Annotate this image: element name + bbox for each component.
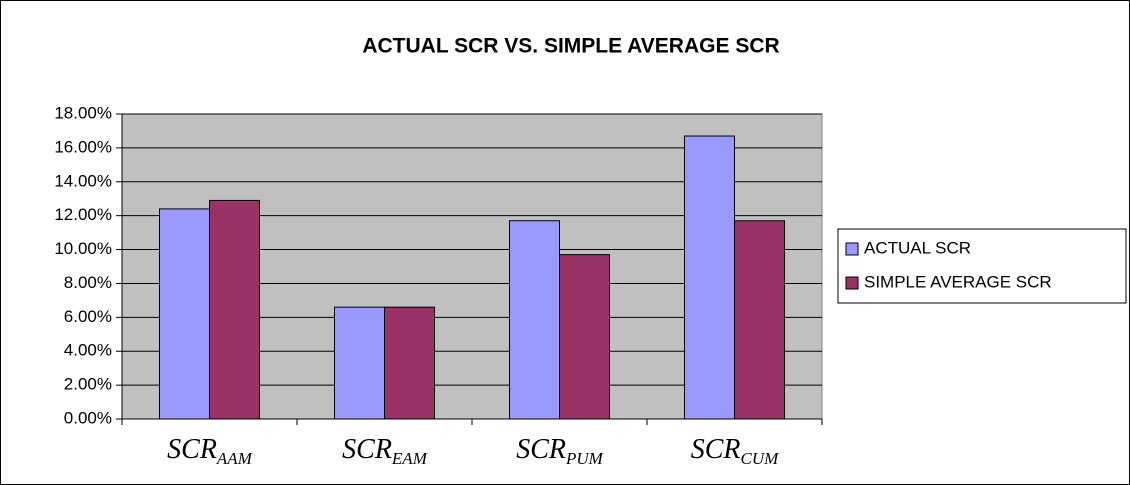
y-tick-label: 16.00% xyxy=(54,137,112,156)
category-text: SCR xyxy=(691,434,741,465)
y-tick-label: 0.00% xyxy=(64,408,112,427)
x-tick-label: SCRAAM xyxy=(167,434,253,467)
legend-label: ACTUAL SCR xyxy=(864,238,971,257)
bar xyxy=(509,220,560,420)
category-subscript: CUM xyxy=(741,449,780,468)
y-tick-label: 8.00% xyxy=(64,273,112,292)
y-tick-label: 18.00% xyxy=(54,103,112,122)
category-subscript: AAM xyxy=(216,449,253,468)
x-tick-label: SCRCUM xyxy=(691,434,779,467)
y-tick-label: 6.00% xyxy=(64,307,112,326)
y-tick-label: 12.00% xyxy=(54,205,112,224)
bar xyxy=(159,208,210,420)
bar xyxy=(734,220,785,420)
category-text: SCR xyxy=(342,434,392,465)
category-text: SCR xyxy=(167,434,217,465)
legend-swatch xyxy=(845,276,859,290)
legend-label: SIMPLE AVERAGE SCR xyxy=(864,272,1052,291)
bar xyxy=(684,135,735,420)
y-tick-label: 10.00% xyxy=(54,239,112,258)
chart-title: ACTUAL SCR VS. SIMPLE AVERAGE SCR xyxy=(362,35,779,58)
y-tick-label: 4.00% xyxy=(64,341,112,360)
bar xyxy=(209,199,260,420)
legend-swatch xyxy=(845,242,859,256)
category-subscript: PUM xyxy=(565,449,604,468)
bar xyxy=(334,306,385,420)
bar xyxy=(559,254,610,420)
x-tick-label: SCREAM xyxy=(342,434,428,467)
legend-box xyxy=(837,228,1127,304)
bar xyxy=(384,306,435,420)
x-tick-label: SCRPUM xyxy=(516,434,603,467)
y-tick-label: 2.00% xyxy=(64,375,112,394)
y-tick-label: 14.00% xyxy=(54,171,112,190)
category-subscript: EAM xyxy=(391,449,428,468)
category-text: SCR xyxy=(516,434,566,465)
